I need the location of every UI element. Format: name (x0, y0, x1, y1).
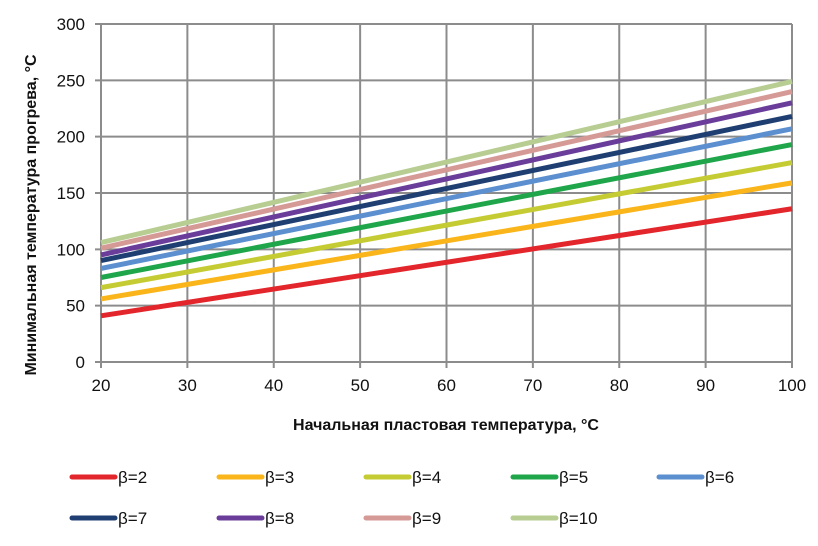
x-tick-label: 70 (523, 376, 542, 395)
legend: β=2 β=3 β=4 β=5 β=6 β=7 β=8 β=9 β=10 (69, 468, 734, 528)
y-tick-label: 300 (57, 15, 85, 34)
x-axis-title: Начальная пластовая температура, °C (293, 417, 599, 434)
y-tick-label: 0 (76, 353, 85, 372)
x-tick-label: 30 (178, 376, 197, 395)
series-line (100, 89, 793, 251)
gridlines (95, 23, 793, 368)
legend-label: β=4 (412, 468, 441, 487)
y-tick-label: 50 (66, 297, 85, 316)
data-series (100, 79, 793, 319)
legend-label: β=5 (559, 468, 588, 487)
y-axis-ticks: 0 50 100 150 200 250 300 (57, 15, 85, 372)
legend-item: β=4 (363, 468, 441, 487)
series-line (100, 100, 793, 258)
legend-item: β=9 (363, 509, 441, 528)
legend-item: β=10 (510, 509, 598, 528)
x-axis-ticks: 20 30 40 50 60 70 80 90 100 (92, 376, 807, 395)
x-tick-label: 100 (778, 376, 806, 395)
legend-label: β=9 (412, 509, 441, 528)
legend-label: β=6 (705, 468, 734, 487)
legend-label: β=8 (265, 509, 294, 528)
legend-label: β=2 (118, 468, 147, 487)
series-line (100, 142, 793, 280)
legend-item: β=3 (216, 468, 294, 487)
legend-label: β=10 (559, 509, 598, 528)
series-line (100, 126, 793, 271)
series-line (100, 160, 793, 291)
legend-item: β=5 (510, 468, 588, 487)
y-tick-label: 250 (57, 71, 85, 90)
legend-item: β=8 (216, 509, 294, 528)
series-line (100, 113, 793, 264)
y-tick-label: 200 (57, 128, 85, 147)
y-axis-title: Минимальная температура прогрева, °C (23, 54, 40, 376)
series-line (100, 180, 793, 302)
series-line (100, 79, 793, 246)
x-tick-label: 80 (610, 376, 629, 395)
x-tick-label: 40 (264, 376, 283, 395)
legend-item: β=2 (69, 468, 147, 487)
x-tick-label: 90 (696, 376, 715, 395)
x-tick-label: 60 (437, 376, 456, 395)
x-tick-label: 50 (351, 376, 370, 395)
legend-label: β=3 (265, 468, 294, 487)
y-tick-label: 100 (57, 240, 85, 259)
series-line (100, 206, 793, 319)
x-tick-label: 20 (92, 376, 111, 395)
legend-item: β=6 (656, 468, 734, 487)
legend-label: β=7 (118, 509, 147, 528)
legend-item: β=7 (69, 509, 147, 528)
y-tick-label: 150 (57, 184, 85, 203)
